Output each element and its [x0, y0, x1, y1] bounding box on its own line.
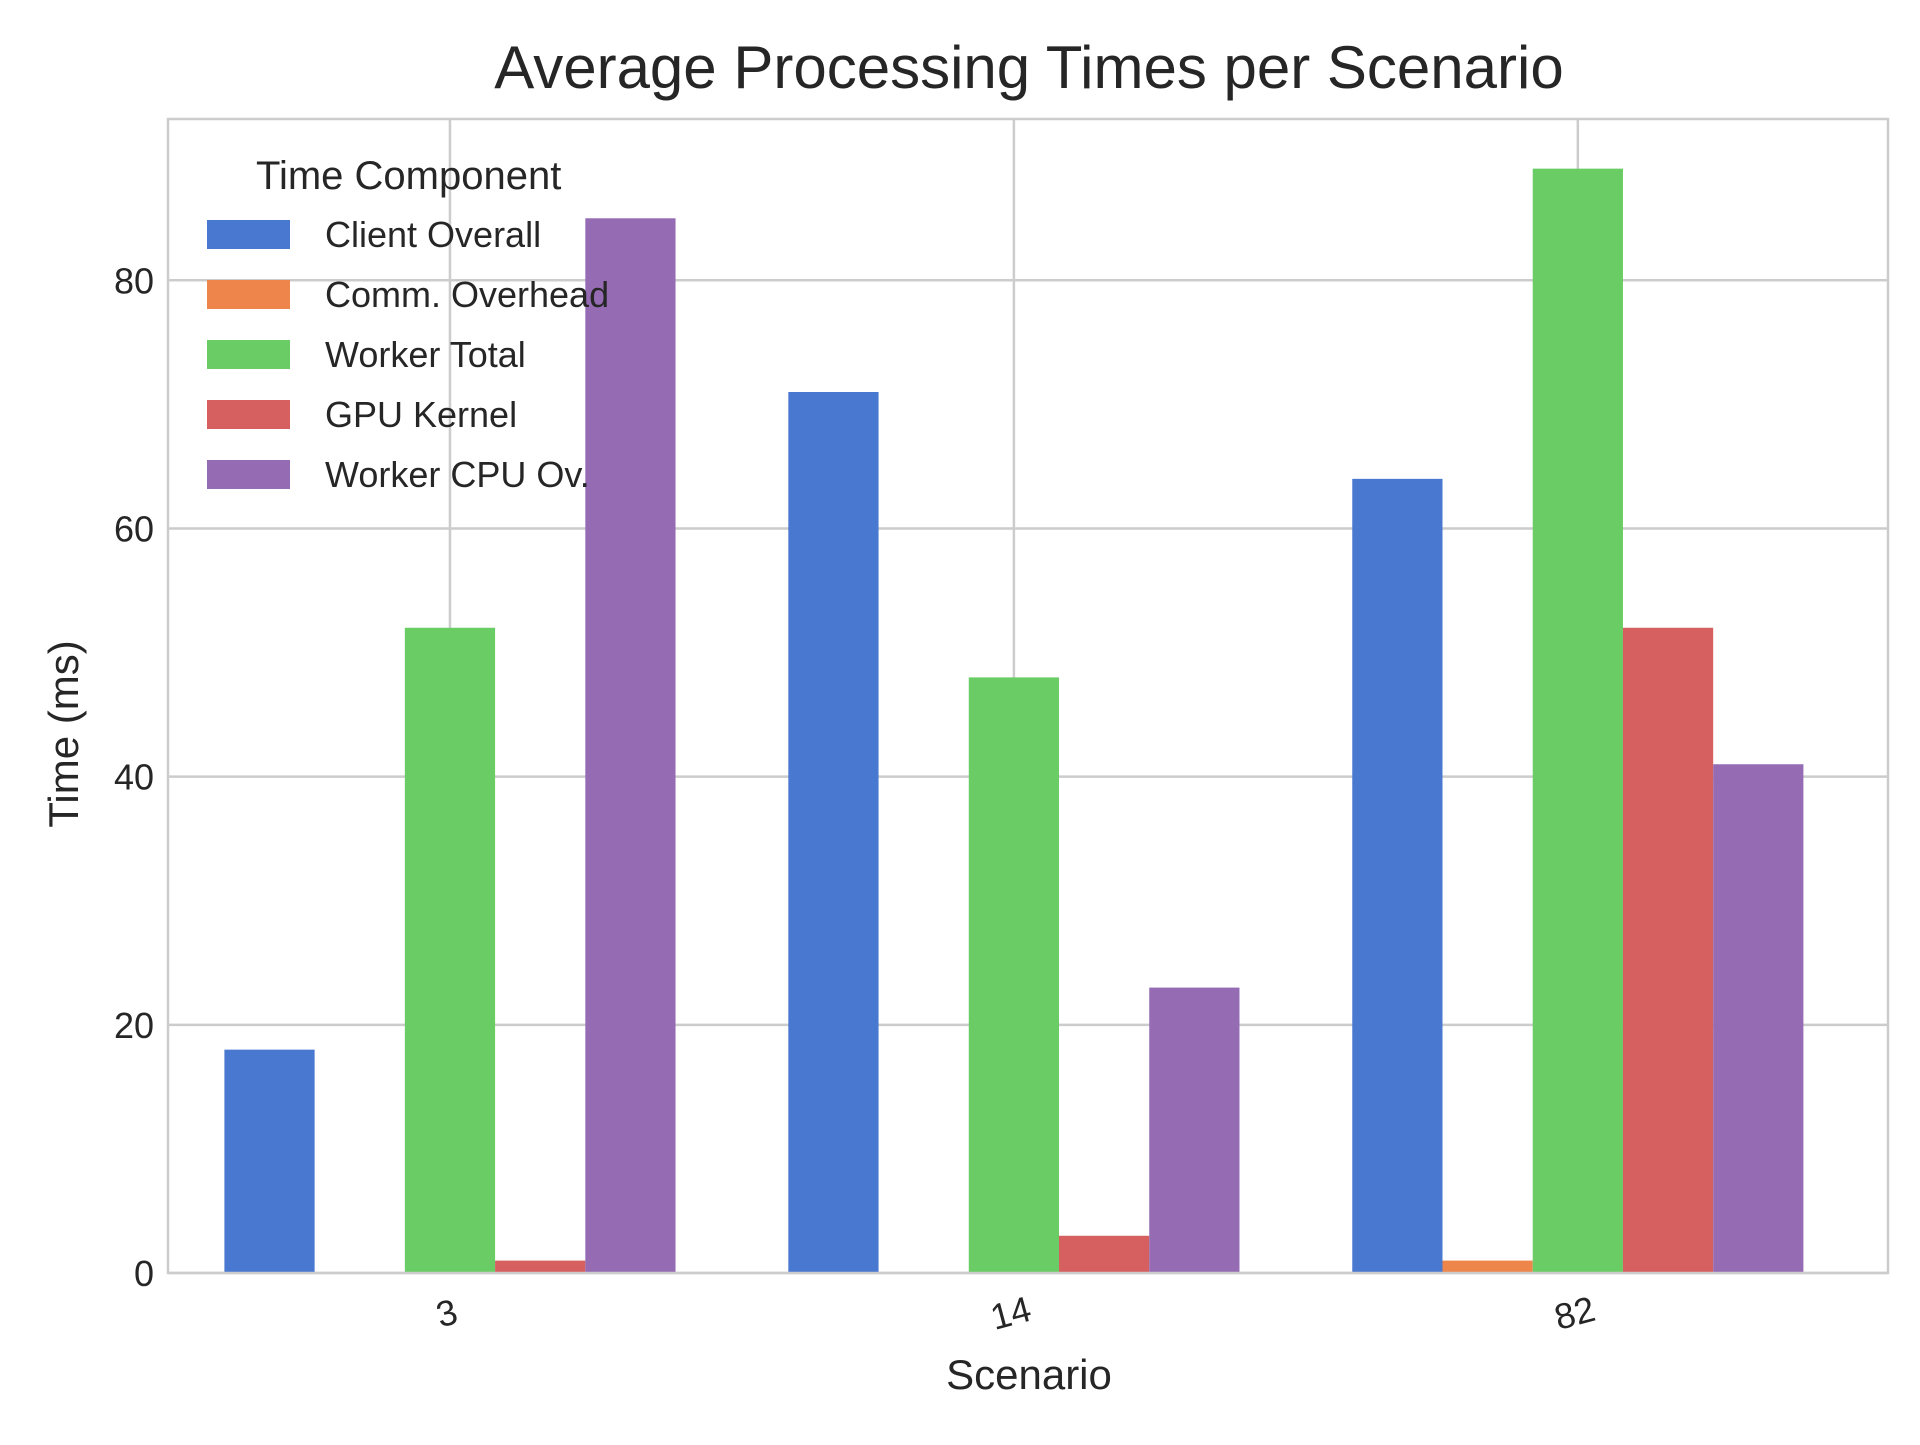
legend-swatch: [207, 460, 290, 489]
legend-swatch: [207, 340, 290, 369]
legend-label: GPU Kernel: [325, 394, 517, 435]
legend-title: Time Component: [256, 154, 561, 198]
bar: [585, 218, 676, 1274]
chart-title: Average Processing Times per Scenario: [494, 34, 1563, 101]
bar: [1622, 627, 1714, 1273]
y-tick-label: 20: [114, 1005, 154, 1046]
legend-swatch: [207, 220, 290, 249]
legend: Time Component Client Overall Comm. Overh…: [207, 154, 609, 495]
x-tick-label: 3: [432, 1291, 462, 1336]
legend-label: Comm. Overhead: [325, 274, 609, 315]
y-tick-label: 40: [114, 757, 154, 798]
bar: [1713, 764, 1804, 1273]
bar: [1352, 478, 1443, 1273]
x-tick-label: 14: [986, 1288, 1035, 1338]
legend-label: Worker Total: [325, 334, 526, 375]
bar: [968, 677, 1060, 1273]
bar: [1149, 987, 1240, 1273]
bar: [495, 1260, 586, 1273]
bar: [224, 1049, 315, 1273]
y-tick-label: 60: [114, 508, 154, 549]
legend-swatch: [207, 280, 290, 309]
bars: [224, 168, 1804, 1274]
plot-frame: [166, 117, 1890, 1275]
bar: [404, 627, 496, 1273]
bar: [1442, 1260, 1533, 1273]
x-tick-label: 82: [1550, 1288, 1599, 1338]
y-tick-label: 0: [134, 1253, 154, 1294]
bar: [1532, 168, 1623, 1274]
legend-label: Worker CPU Ov.: [325, 454, 590, 495]
legend-label: Client Overall: [325, 214, 541, 255]
y-tick-label: 80: [114, 260, 154, 301]
y-axis-label: Time (ms): [40, 640, 87, 827]
bar: [1059, 1235, 1150, 1273]
legend-swatch: [207, 400, 290, 429]
bar: [788, 391, 879, 1273]
x-axis-label: Scenario: [946, 1351, 1112, 1398]
